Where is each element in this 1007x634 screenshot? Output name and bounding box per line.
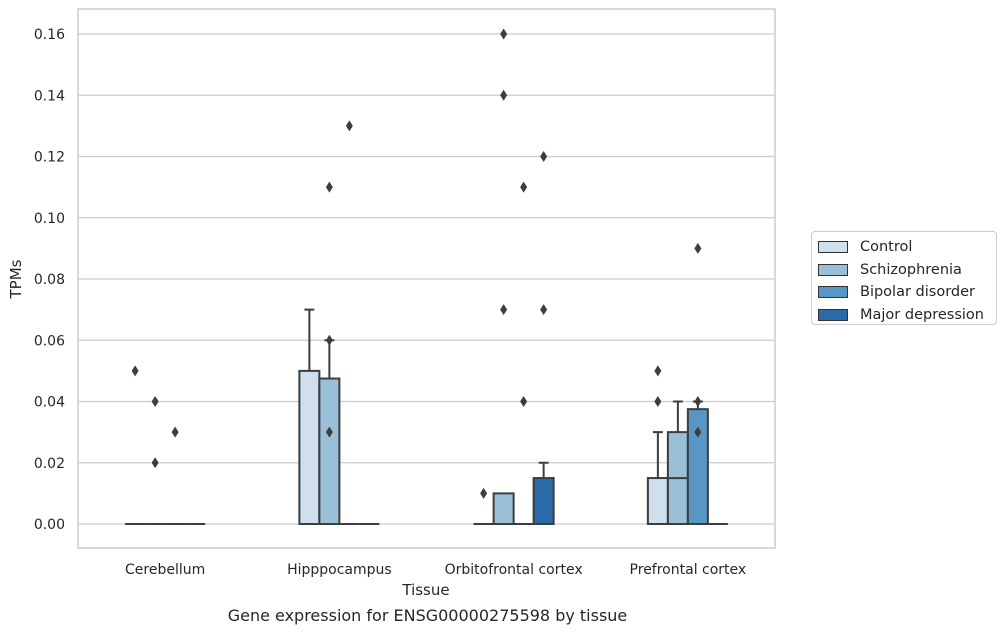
legend-swatch-major-depression [818,308,848,321]
figure-caption: Gene expression for ENSG00000275598 by t… [227,606,628,625]
y-tick-label: 0.08 [34,272,65,288]
y-axis-label: TPMs [7,259,25,299]
legend-label-major-depression: Major depression [860,306,984,323]
y-tick-label: 0.12 [34,150,65,166]
y-tick-label: 0.16 [34,27,65,43]
bars [125,369,728,525]
legend-swatch-bipolar-disorder [818,286,848,299]
outlier-point [520,396,528,407]
outlier-point [694,426,702,438]
outlier-point [654,396,662,407]
legend-label-schizophrenia: Schizophrenia [860,261,962,278]
bar-major-depression-orbitofrontal-cortex [532,477,555,525]
outlier-point [171,426,179,438]
y-tick-label: 0.00 [34,517,65,533]
legend-swatch-control [818,241,848,254]
outlier-point [500,28,508,40]
legend-item-bipolar-disorder: Bipolar disorder [818,281,990,304]
x-tick-label: Cerebellum [125,562,205,578]
bar-schizophrenia-orbitofrontal-cortex [492,492,515,525]
bar-bipolar-disorder-prefrontal-cortex [686,408,709,525]
outlier-point [520,181,528,193]
bar-schizophrenia-hipppocampus [318,377,341,525]
y-tick-label: 0.10 [34,211,65,227]
y-tick-label: 0.14 [34,88,65,104]
outlier-point [694,242,702,254]
bar-control-prefrontal-cortex [646,477,669,525]
x-tick-label: Hipppocampus [287,562,392,578]
legend-label-control: Control [860,239,913,256]
y-tick-label: 0.04 [34,395,65,411]
y-tick-label: 0.06 [34,333,65,349]
outlier-point [325,334,333,346]
outlier-point [325,181,333,193]
outlier-point [345,120,353,132]
plot-frame [77,8,776,549]
outlier-point [500,304,508,316]
legend-item-major-depression: Major depression [818,304,990,327]
legend-swatch-schizophrenia [818,263,848,276]
legend-item-control: Control [818,236,990,259]
outlier-point [500,89,508,101]
x-tick-label: Prefrontal cortex [630,562,747,578]
outlier-point [654,365,662,377]
outlier-point [151,457,159,469]
outlier-point [540,151,548,162]
outlier-point [325,426,333,438]
outlier-point [694,396,702,407]
x-tick-label: Orbitofrontal cortex [445,562,583,578]
legend-item-schizophrenia: Schizophrenia [818,259,990,282]
whiskers [304,308,703,479]
outlier-point [131,365,139,377]
y-tick-labels: 0.00 0.02 0.04 0.06 0.08 0.10 0.12 0.14 0.16 [34,27,65,533]
outlier-point [540,304,548,316]
bar-control-hipppocampus [298,369,321,525]
outlier-points [131,28,702,499]
outlier-point [151,396,159,407]
x-tick-labels: Cerebellum Hipppocampus Orbitofrontal cort… [125,562,746,578]
outlier-point [480,487,488,499]
grid-lines [78,33,775,525]
legend: Control Schizophrenia Bipolar disorder M… [811,231,997,325]
legend-label-bipolar-disorder: Bipolar disorder [860,284,975,301]
y-tick-label: 0.02 [34,456,65,472]
x-axis-label: Tissue [401,581,449,599]
